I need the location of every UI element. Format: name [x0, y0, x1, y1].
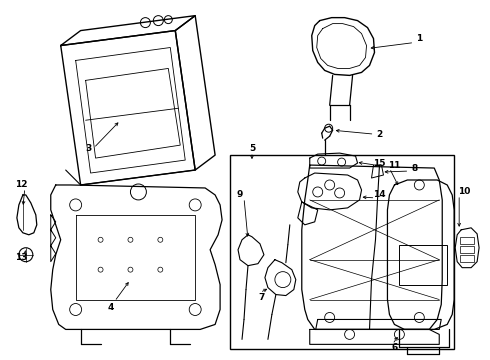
Text: 6: 6: [392, 343, 397, 352]
Bar: [460, 255, 474, 262]
Text: 11: 11: [388, 161, 401, 170]
Text: 1: 1: [416, 34, 422, 43]
Text: 12: 12: [15, 180, 27, 189]
Text: 10: 10: [458, 188, 470, 197]
Text: 13: 13: [15, 253, 27, 262]
Text: 7: 7: [259, 293, 265, 302]
Bar: [460, 246, 474, 253]
Text: 8: 8: [411, 163, 417, 172]
Text: 3: 3: [85, 144, 92, 153]
Text: 4: 4: [107, 303, 114, 312]
Bar: [399, 245, 447, 285]
Text: 15: 15: [373, 158, 386, 167]
Text: 2: 2: [376, 130, 383, 139]
Bar: [460, 237, 474, 244]
Bar: [230, 155, 454, 349]
Text: 14: 14: [373, 190, 386, 199]
Text: 5: 5: [249, 144, 255, 153]
Text: 9: 9: [237, 190, 243, 199]
